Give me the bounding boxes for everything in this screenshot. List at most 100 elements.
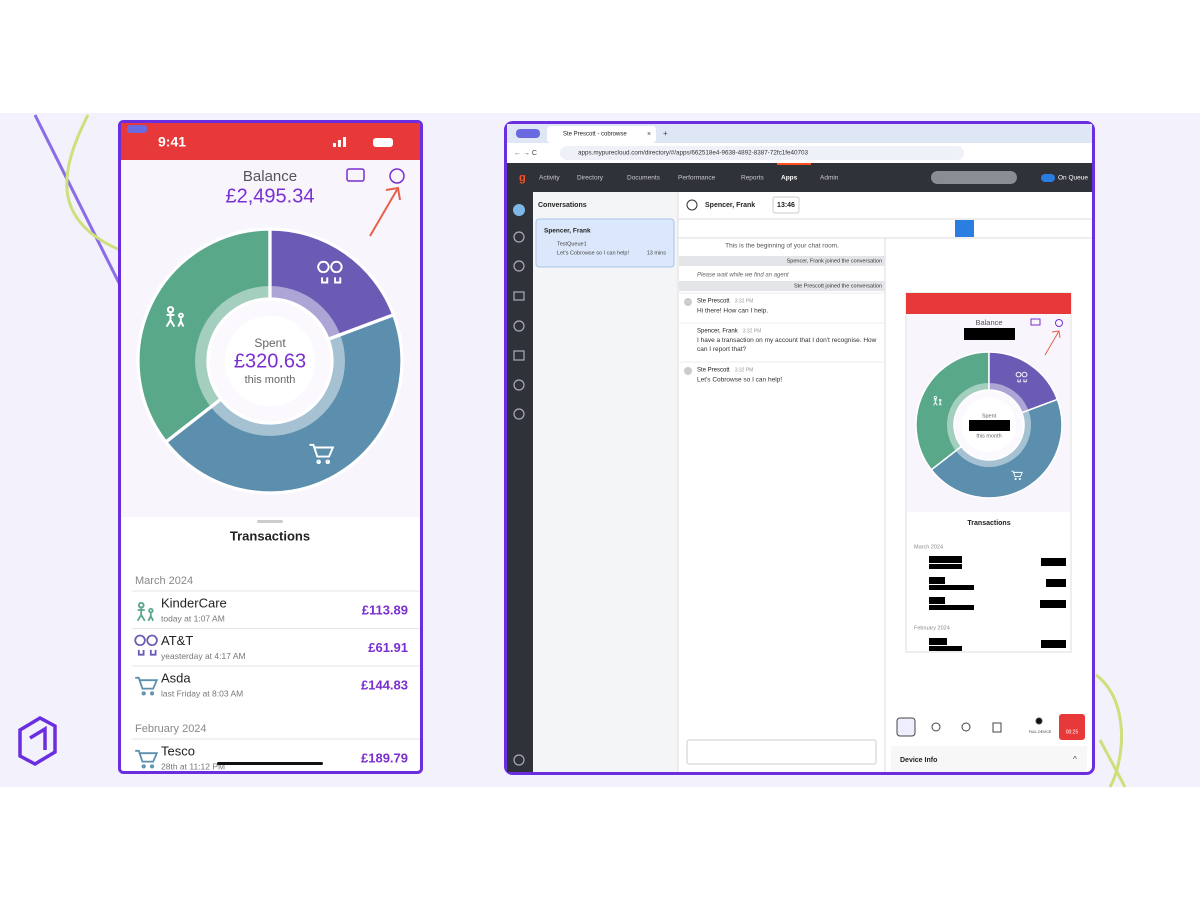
status-icons bbox=[333, 137, 393, 147]
person-icon bbox=[165, 306, 185, 328]
cast-icon[interactable] bbox=[346, 168, 365, 182]
conversations-panel bbox=[533, 192, 678, 772]
redaction bbox=[969, 420, 1010, 431]
cart-icon bbox=[309, 443, 335, 464]
amount: £144.83 bbox=[361, 677, 408, 692]
profile-icon[interactable] bbox=[389, 168, 405, 184]
nav-item[interactable]: Admin bbox=[820, 175, 839, 182]
amount: £189.79 bbox=[361, 750, 408, 765]
mirror-balance-label: Balance bbox=[975, 318, 1002, 327]
device-info-bar[interactable] bbox=[891, 746, 1087, 772]
decor-line bbox=[65, 114, 121, 252]
mirror-spent-label: Spent bbox=[982, 413, 997, 419]
month: February 2024 bbox=[135, 723, 207, 735]
notice: Spencer, Frank joined the conversation bbox=[787, 258, 882, 264]
mirror-profile-icon bbox=[1055, 319, 1063, 327]
merchant[interactable]: AT&T bbox=[161, 633, 193, 648]
nav-item[interactable]: Performance bbox=[678, 175, 716, 182]
cobrowse-tool[interactable] bbox=[955, 220, 974, 237]
mirror-month: March 2024 bbox=[914, 544, 943, 550]
address-bar[interactable] bbox=[560, 146, 964, 160]
mirror-cast-icon bbox=[1030, 318, 1041, 326]
contact-name: Spencer, Frank bbox=[705, 202, 755, 209]
new-tab[interactable]: + bbox=[663, 129, 668, 138]
nav-item[interactable]: Activity bbox=[539, 175, 560, 182]
donut-wedge bbox=[163, 312, 404, 495]
card-age: 13 mins bbox=[647, 250, 667, 256]
redaction bbox=[964, 328, 1015, 340]
nav-item[interactable]: Documents bbox=[627, 175, 661, 182]
badge bbox=[127, 125, 147, 133]
mirror-spent-period: this month bbox=[976, 433, 1001, 439]
clock: 9:41 bbox=[158, 134, 186, 150]
card-name: Spencer, Frank bbox=[544, 228, 591, 235]
bulb-icon bbox=[317, 260, 343, 284]
transactions-title: Transactions bbox=[230, 528, 310, 543]
mirror-month: February 2024 bbox=[914, 625, 950, 631]
app-logo: g bbox=[519, 172, 526, 184]
amount: £113.89 bbox=[362, 602, 408, 617]
tab-close[interactable]: × bbox=[647, 131, 651, 138]
bulb-icon bbox=[134, 634, 158, 656]
logo bbox=[18, 715, 57, 767]
spent-label: Spent bbox=[254, 336, 286, 350]
message-text: I have a transaction on my account that … bbox=[697, 337, 877, 353]
sender: Spencer, Frank bbox=[697, 329, 739, 335]
tab-group bbox=[516, 129, 540, 138]
donut-wedge bbox=[915, 351, 990, 471]
cobrowse-tools[interactable] bbox=[896, 717, 1043, 737]
avatar bbox=[684, 367, 692, 375]
message-text: Let's Cobrowse so I can help! bbox=[697, 377, 782, 384]
sender: Ste Prescott bbox=[697, 368, 730, 374]
balance[interactable]: £2,495.34 bbox=[226, 185, 315, 207]
cart-icon bbox=[135, 749, 159, 769]
merchant[interactable]: KinderCare bbox=[161, 595, 227, 610]
call-time: 00:25 bbox=[1066, 729, 1079, 735]
message-text: Hi there! How can I help. bbox=[697, 308, 768, 315]
notice-bar bbox=[679, 256, 885, 266]
spent-amount: £320.63 bbox=[234, 350, 306, 372]
conversation-card[interactable] bbox=[535, 218, 675, 268]
amount: £61.91 bbox=[368, 640, 408, 655]
time: 3:32 PM bbox=[735, 367, 754, 373]
chat-icon bbox=[686, 199, 698, 211]
queue-toggle[interactable] bbox=[1041, 174, 1055, 182]
donut-wedge bbox=[136, 227, 272, 445]
cart-icon bbox=[135, 676, 159, 696]
spent-period: this month bbox=[245, 374, 296, 386]
time: 3:32 PM bbox=[735, 298, 754, 304]
mirror-donut bbox=[915, 351, 1063, 499]
nav-buttons[interactable]: ← → C bbox=[514, 150, 537, 157]
donut-center bbox=[224, 315, 316, 407]
mirror-transactions-title: Transactions bbox=[967, 520, 1010, 527]
conversations-title: Conversations bbox=[538, 202, 587, 209]
merchant[interactable]: Asda bbox=[161, 670, 191, 685]
donut bbox=[136, 227, 404, 495]
cart-icon bbox=[1011, 470, 1023, 481]
status-bar bbox=[121, 123, 420, 160]
nav-active bbox=[777, 163, 811, 165]
tab-title: Ste Prescott - cobrowse bbox=[563, 132, 627, 138]
nav-item[interactable]: Apps bbox=[781, 175, 798, 182]
device-info: Device Info bbox=[900, 757, 937, 764]
search[interactable] bbox=[931, 171, 1017, 184]
card-preview: Let's Cobrowse so I can help! bbox=[557, 250, 629, 256]
merchant[interactable]: Tesco bbox=[161, 743, 195, 758]
nav-item[interactable]: Directory bbox=[577, 175, 604, 182]
date: last Friday at 8:03 AM bbox=[161, 688, 243, 698]
person-icon bbox=[933, 395, 942, 406]
full-device[interactable]: FULL DEVICE bbox=[1029, 730, 1052, 734]
person-icon bbox=[136, 601, 155, 622]
notice: Please wait while we find an agent bbox=[697, 273, 789, 279]
timer: 13:46 bbox=[777, 202, 795, 209]
home-indicator bbox=[217, 762, 323, 765]
end-call[interactable] bbox=[1059, 714, 1085, 740]
tab[interactable] bbox=[547, 126, 656, 143]
chat-input[interactable] bbox=[686, 739, 877, 765]
nav-item[interactable]: Reports bbox=[741, 175, 765, 182]
date: yeasterday at 4:17 AM bbox=[161, 651, 246, 661]
card-queue: TestQueue1 bbox=[557, 241, 587, 247]
sidebar-icons[interactable] bbox=[513, 204, 525, 766]
